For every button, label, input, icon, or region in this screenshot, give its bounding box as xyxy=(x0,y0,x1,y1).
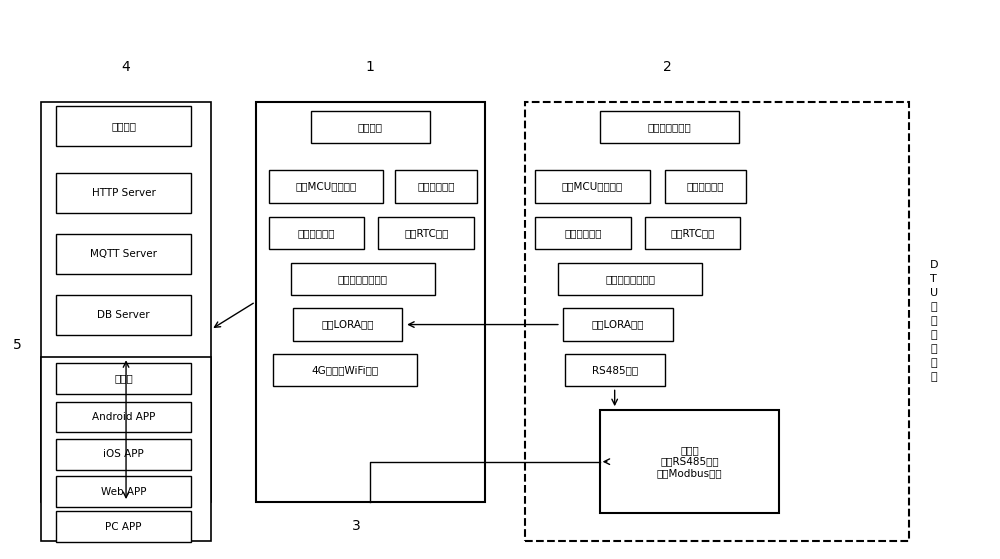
Text: 第二电源模块: 第二电源模块 xyxy=(687,182,724,192)
FancyBboxPatch shape xyxy=(293,309,402,340)
FancyBboxPatch shape xyxy=(269,217,364,249)
Text: D
T
U
数
据
终
端
单
元: D T U 数 据 终 端 单 元 xyxy=(930,260,938,382)
Text: 第二LORA模块: 第二LORA模块 xyxy=(591,320,644,330)
Text: 客户端: 客户端 xyxy=(114,373,133,383)
FancyBboxPatch shape xyxy=(665,170,746,203)
Text: DB Server: DB Server xyxy=(97,310,150,320)
FancyBboxPatch shape xyxy=(41,357,211,541)
FancyBboxPatch shape xyxy=(600,111,739,143)
Text: 云服务器: 云服务器 xyxy=(111,121,136,131)
Text: 第一MCU主控模块: 第一MCU主控模块 xyxy=(295,182,357,192)
FancyBboxPatch shape xyxy=(56,511,191,542)
FancyBboxPatch shape xyxy=(600,410,779,513)
Text: 4: 4 xyxy=(122,60,130,74)
FancyBboxPatch shape xyxy=(41,102,211,502)
Text: 传感器
支持RS485接口
支持Modbus协议: 传感器 支持RS485接口 支持Modbus协议 xyxy=(657,445,722,479)
FancyBboxPatch shape xyxy=(311,111,430,143)
Text: 第一存储模块: 第一存储模块 xyxy=(298,228,335,238)
Text: 2: 2 xyxy=(663,60,671,74)
FancyBboxPatch shape xyxy=(645,217,740,249)
FancyBboxPatch shape xyxy=(256,102,485,502)
Text: 4G模块或WiFi模块: 4G模块或WiFi模块 xyxy=(311,365,378,375)
Text: 无线传感器中继: 无线传感器中继 xyxy=(648,122,691,132)
Text: 第二RTC模块: 第二RTC模块 xyxy=(670,228,715,238)
FancyBboxPatch shape xyxy=(535,217,631,249)
FancyBboxPatch shape xyxy=(56,402,191,433)
Text: Web APP: Web APP xyxy=(101,487,146,497)
FancyBboxPatch shape xyxy=(56,363,191,394)
Text: 智能网关: 智能网关 xyxy=(358,122,383,132)
FancyBboxPatch shape xyxy=(558,263,702,295)
Text: MQTT Server: MQTT Server xyxy=(90,249,157,259)
FancyBboxPatch shape xyxy=(378,217,474,249)
Text: HTTP Server: HTTP Server xyxy=(92,188,155,198)
FancyBboxPatch shape xyxy=(56,295,191,335)
Text: Android APP: Android APP xyxy=(92,412,155,422)
Text: 5: 5 xyxy=(13,338,21,352)
FancyBboxPatch shape xyxy=(56,234,191,274)
Text: 3: 3 xyxy=(352,519,360,533)
Text: 第一电源模块: 第一电源模块 xyxy=(417,182,455,192)
Text: 第二存储模块: 第二存储模块 xyxy=(564,228,602,238)
FancyBboxPatch shape xyxy=(395,170,477,203)
FancyBboxPatch shape xyxy=(269,170,383,203)
FancyBboxPatch shape xyxy=(525,102,909,541)
FancyBboxPatch shape xyxy=(291,263,435,295)
FancyBboxPatch shape xyxy=(273,354,417,386)
Text: 第一LORA模块: 第一LORA模块 xyxy=(321,320,374,330)
FancyBboxPatch shape xyxy=(56,106,191,146)
FancyBboxPatch shape xyxy=(56,439,191,470)
FancyBboxPatch shape xyxy=(56,476,191,507)
Text: RS485模块: RS485模块 xyxy=(592,365,638,375)
FancyBboxPatch shape xyxy=(56,173,191,213)
Text: 第二MCU主控模块: 第二MCU主控模块 xyxy=(562,182,623,192)
FancyBboxPatch shape xyxy=(563,309,673,340)
Text: 1: 1 xyxy=(366,60,375,74)
Text: 第二数据处理模块: 第二数据处理模块 xyxy=(605,274,655,284)
Text: PC APP: PC APP xyxy=(105,522,142,532)
Text: 第一数据处理模块: 第一数据处理模块 xyxy=(338,274,388,284)
FancyBboxPatch shape xyxy=(565,354,665,386)
Text: 第一RTC模块: 第一RTC模块 xyxy=(404,228,448,238)
Text: iOS APP: iOS APP xyxy=(103,449,144,459)
FancyBboxPatch shape xyxy=(535,170,650,203)
